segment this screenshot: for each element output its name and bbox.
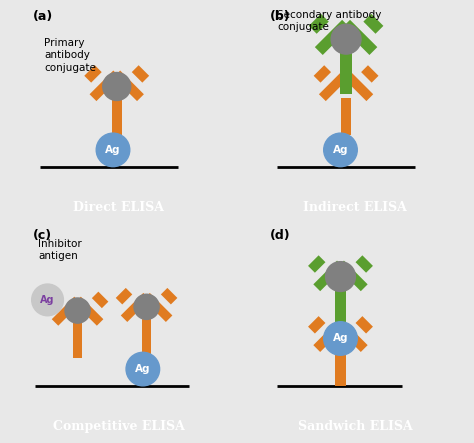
Text: Ag: Ag bbox=[135, 364, 151, 374]
Polygon shape bbox=[111, 97, 122, 135]
Polygon shape bbox=[116, 288, 132, 304]
Circle shape bbox=[326, 262, 356, 291]
Circle shape bbox=[65, 298, 90, 323]
Text: Primary
antibody
conjugate: Primary antibody conjugate bbox=[44, 38, 96, 73]
Polygon shape bbox=[319, 70, 349, 101]
Polygon shape bbox=[341, 97, 351, 135]
Text: Direct ELISA: Direct ELISA bbox=[73, 201, 164, 214]
Polygon shape bbox=[315, 20, 350, 55]
Polygon shape bbox=[113, 70, 144, 101]
Text: Competitive ELISA: Competitive ELISA bbox=[53, 420, 184, 433]
Text: Sandwich ELISA: Sandwich ELISA bbox=[298, 420, 413, 433]
Polygon shape bbox=[356, 255, 373, 273]
Polygon shape bbox=[161, 288, 177, 304]
Polygon shape bbox=[47, 291, 64, 308]
Text: Inhibitor
antigen: Inhibitor antigen bbox=[38, 238, 82, 261]
Polygon shape bbox=[84, 65, 102, 83]
Circle shape bbox=[324, 133, 357, 167]
Circle shape bbox=[134, 294, 159, 319]
Circle shape bbox=[324, 322, 357, 355]
Polygon shape bbox=[336, 349, 346, 386]
Polygon shape bbox=[73, 323, 82, 358]
Polygon shape bbox=[74, 297, 103, 326]
Text: Secondary antibody
conjugate: Secondary antibody conjugate bbox=[277, 10, 382, 32]
Text: (d): (d) bbox=[270, 229, 290, 242]
Text: (a): (a) bbox=[33, 10, 53, 23]
Polygon shape bbox=[132, 65, 149, 83]
Polygon shape bbox=[308, 316, 326, 334]
Text: Ag: Ag bbox=[40, 295, 55, 305]
Polygon shape bbox=[143, 293, 173, 322]
Circle shape bbox=[96, 133, 130, 167]
Polygon shape bbox=[337, 322, 368, 352]
Polygon shape bbox=[314, 65, 331, 83]
Polygon shape bbox=[308, 255, 326, 273]
Polygon shape bbox=[340, 51, 352, 94]
Circle shape bbox=[126, 352, 160, 386]
Text: Ag: Ag bbox=[333, 145, 348, 155]
Polygon shape bbox=[356, 316, 373, 334]
Polygon shape bbox=[313, 260, 344, 291]
Polygon shape bbox=[142, 319, 151, 354]
Polygon shape bbox=[92, 291, 109, 308]
Text: Ag: Ag bbox=[333, 334, 348, 343]
Polygon shape bbox=[309, 14, 329, 34]
Circle shape bbox=[32, 284, 64, 316]
Text: (b): (b) bbox=[270, 10, 290, 23]
Polygon shape bbox=[337, 260, 368, 291]
Polygon shape bbox=[90, 70, 120, 101]
Circle shape bbox=[331, 24, 361, 54]
Circle shape bbox=[103, 73, 131, 101]
Polygon shape bbox=[342, 20, 377, 55]
Polygon shape bbox=[364, 14, 383, 34]
Polygon shape bbox=[52, 297, 81, 326]
Text: (c): (c) bbox=[33, 229, 52, 242]
Polygon shape bbox=[361, 65, 379, 83]
Text: Indirect ELISA: Indirect ELISA bbox=[303, 201, 407, 214]
Text: Ag: Ag bbox=[105, 145, 121, 155]
Polygon shape bbox=[313, 322, 344, 352]
Polygon shape bbox=[343, 70, 373, 101]
Polygon shape bbox=[336, 288, 346, 325]
Polygon shape bbox=[121, 293, 150, 322]
